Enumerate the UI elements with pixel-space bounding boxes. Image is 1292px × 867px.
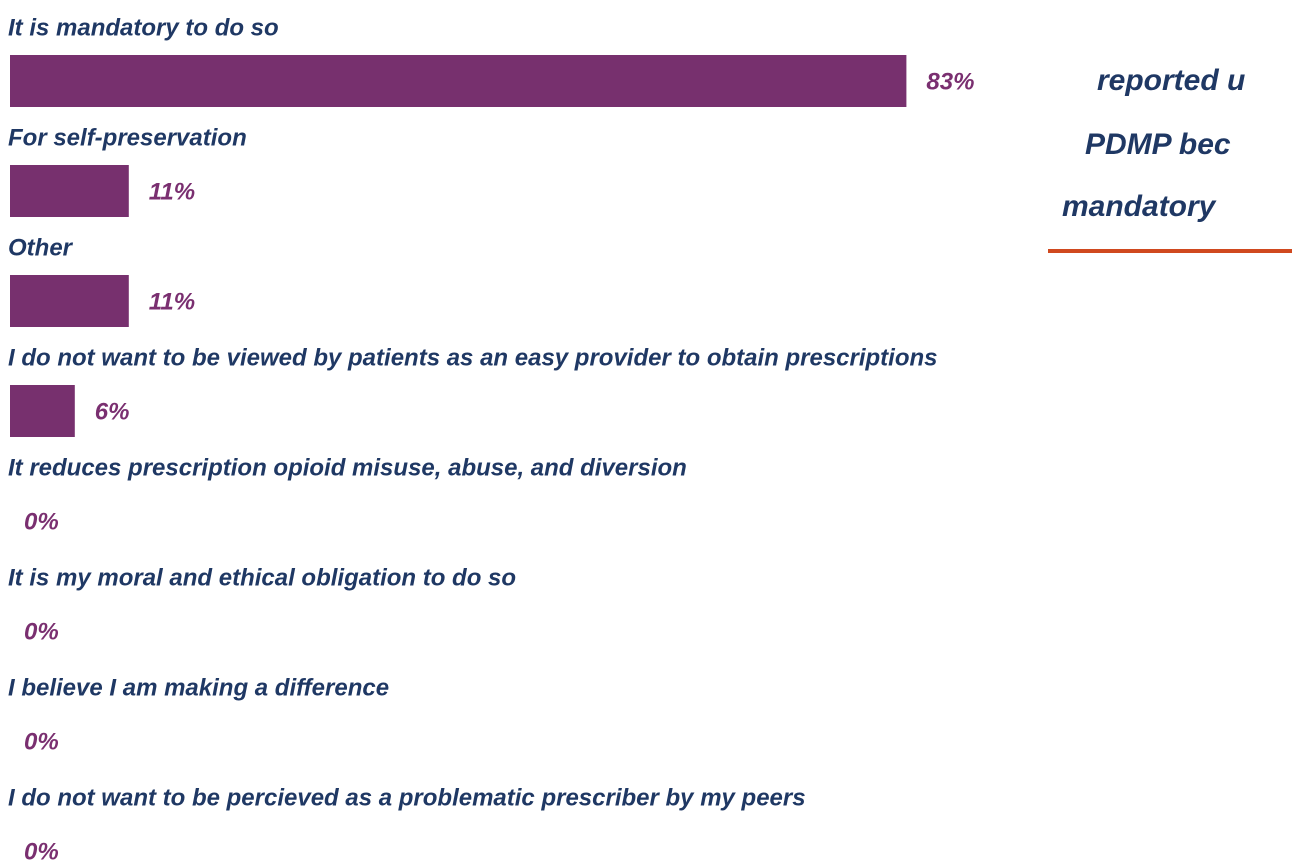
bar — [10, 385, 75, 437]
annotation: PDMP bec — [1085, 128, 1231, 161]
bar — [10, 165, 129, 217]
category-label: For self-preservation — [8, 124, 247, 151]
category-label: It is mandatory to do so — [8, 14, 279, 41]
annotation: reported u — [1097, 64, 1245, 97]
value-label: 11% — [149, 288, 195, 315]
category-label: It is my moral and ethical obligation to… — [8, 564, 516, 591]
value-label: 0% — [24, 508, 59, 535]
value-label: 0% — [24, 728, 59, 755]
bar — [10, 55, 907, 107]
category-label: I do not want to be viewed by patients a… — [8, 344, 938, 371]
value-label: 83% — [926, 68, 974, 95]
bar — [10, 275, 129, 327]
annotation: mandatory — [1062, 190, 1217, 223]
value-label: 11% — [149, 178, 195, 205]
category-label: I do not want to be percieved as a probl… — [8, 784, 806, 811]
category-label: Other — [8, 234, 74, 261]
value-label: 6% — [95, 398, 130, 425]
category-label: It reduces prescription opioid misuse, a… — [8, 454, 687, 481]
value-label: 0% — [24, 838, 59, 865]
value-label: 0% — [24, 618, 59, 645]
category-label: I believe I am making a difference — [8, 674, 389, 701]
